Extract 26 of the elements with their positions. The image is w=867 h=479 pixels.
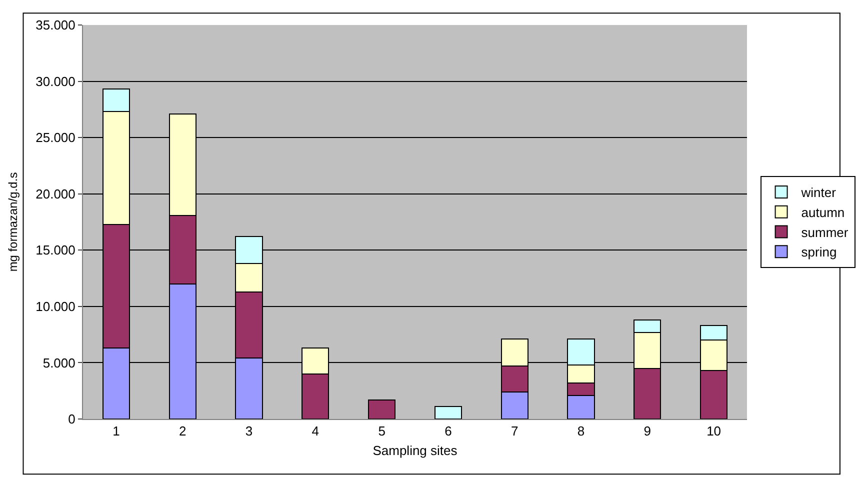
y-tick-label: 10.000 <box>36 298 76 314</box>
x-tick-label: 10 <box>706 424 722 439</box>
legend-label: spring <box>801 244 837 260</box>
x-tick-label: 9 <box>644 424 652 439</box>
bar <box>368 399 396 419</box>
y-tick-label: 25.000 <box>36 130 76 146</box>
x-tick-label: 3 <box>245 424 253 439</box>
x-axis-title: Sampling sites <box>372 443 458 458</box>
x-tick-label: 4 <box>312 424 320 439</box>
y-axis-title: mg formazan/g.d.s <box>6 172 20 272</box>
x-tick-label: 8 <box>577 424 585 439</box>
y-tick-label: 0 <box>68 412 76 427</box>
y-tick-label: 35.000 <box>36 18 76 33</box>
y-tick-label: 5.000 <box>42 355 76 370</box>
legend-label: autumn <box>801 204 845 220</box>
x-tick-label: 1 <box>112 424 120 439</box>
x-tick-label: 6 <box>444 424 452 439</box>
y-tick-label: 20.000 <box>36 186 76 202</box>
x-tick-label: 2 <box>178 424 186 439</box>
y-tick-label: 15.000 <box>36 242 76 258</box>
x-tick-label: 5 <box>378 424 386 439</box>
y-tick-label: 30.000 <box>36 74 76 89</box>
x-tick-label: 7 <box>510 424 518 439</box>
bar <box>434 406 462 419</box>
legend-label: summer <box>801 224 849 240</box>
legend-label: winter <box>800 185 837 200</box>
